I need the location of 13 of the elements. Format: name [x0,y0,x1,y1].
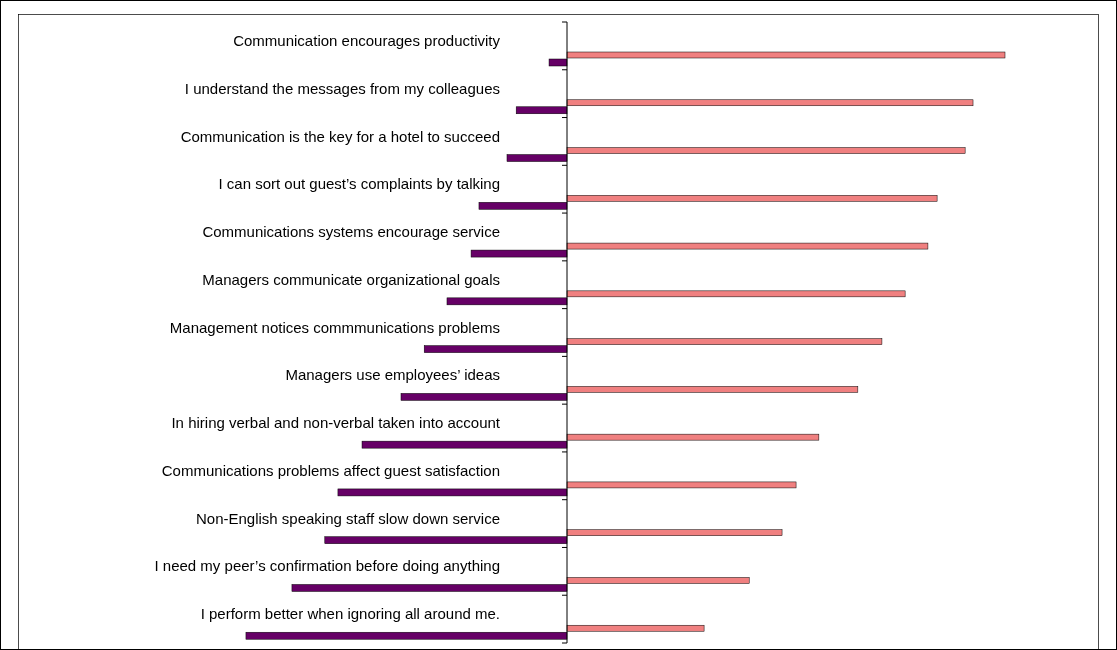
y-tick-label: I can sort out guest’s complaints by talking [218,175,500,193]
y-tick-label: Communication is the key for a hotel to succeed [180,127,500,145]
y-tick-label: Management notices commmunications problems [169,318,500,336]
y-tick-label: Managers communicate organizational goals [202,270,500,288]
y-tick-label: Communications systems encourage service [202,223,500,241]
y-tick-label: I understand the messages from my colleagues [184,79,500,97]
y-tick-label: I need my peer’s confirmation before doing anything [154,557,500,575]
y-tick-label: In hiring verbal and non-verbal taken into account [171,414,501,432]
y-tick-label: Managers use employees’ ideas [285,366,500,384]
y-tick-label: Communications problems affect guest satisfaction [161,461,500,479]
y-tick-label: Non-English speaking staff slow down service [195,509,500,527]
y-tick-label: I perform better when ignoring all around me. [200,605,500,623]
y-tick-label: Communication encourages productivity [233,32,501,49]
